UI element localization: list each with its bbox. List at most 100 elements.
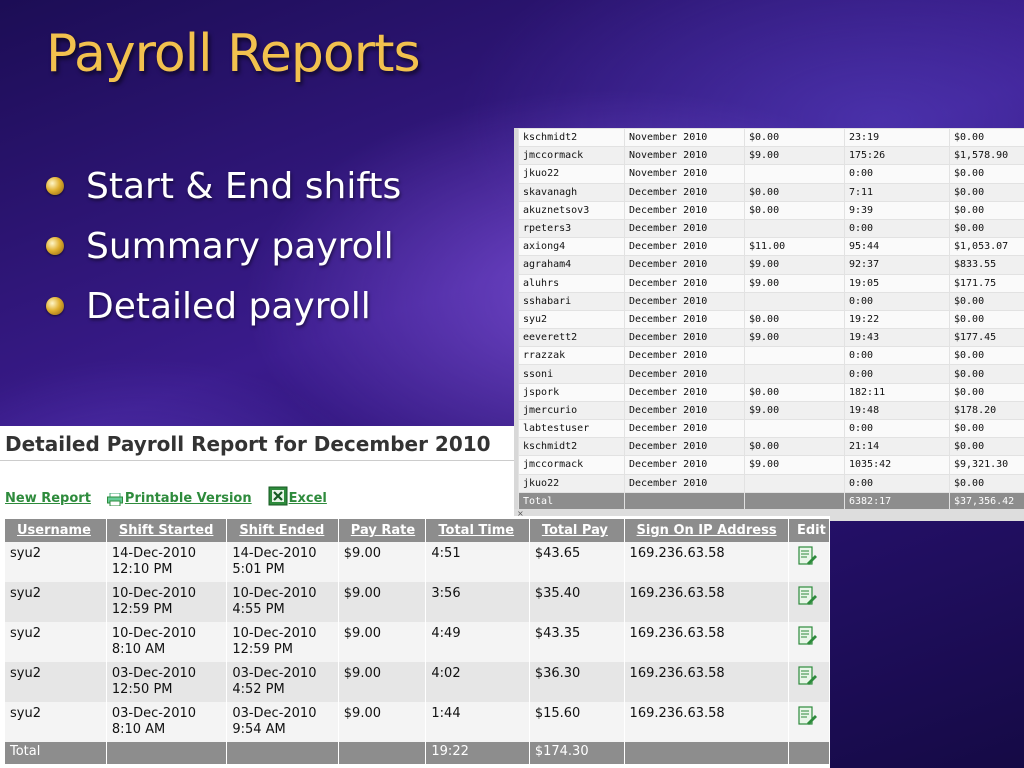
shift-ended-cell: 10-Dec-2010 4:55 PM	[226, 582, 339, 622]
edit-cell	[788, 582, 831, 622]
summary-cell: 23:19	[844, 128, 950, 148]
column-header-shift-started[interactable]: Shift Started	[106, 519, 228, 542]
summary-cell: $833.55	[949, 255, 1024, 275]
printer-icon[interactable]	[106, 493, 123, 506]
summary-cell: December 2010	[624, 346, 745, 366]
summary-cell: December 2010	[624, 273, 745, 293]
summary-cell: 0:00	[844, 346, 950, 366]
shift-end-time: 4:55 PM	[232, 602, 285, 617]
pay-rate-cell: $9.00	[338, 662, 427, 702]
total-time-cell: 4:51	[425, 542, 530, 582]
bullet-text: Detailed payroll	[86, 285, 371, 327]
printable-version-link[interactable]: Printable Version	[124, 491, 252, 506]
shift-start-time: 8:10 AM	[111, 642, 166, 657]
summary-cell: jmccormack	[518, 455, 625, 475]
edit-pencil-icon[interactable]	[798, 706, 818, 726]
column-header-edit: Edit	[788, 519, 831, 542]
summary-cell: jspork	[518, 382, 625, 402]
username-cell: syu2	[5, 662, 107, 702]
shift-ended-cell: 03-Dec-2010 4:52 PM	[226, 662, 339, 702]
summary-row: kschmidt2 December 2010 $0.00 21:14 $0.00	[518, 437, 1024, 457]
column-header-sign-on-ip[interactable]: Sign On IP Address	[624, 519, 789, 542]
shift-start-date: 10-Dec-2010	[111, 626, 197, 641]
summary-cell: December 2010	[624, 418, 745, 439]
excel-link[interactable]: Excel	[288, 491, 327, 506]
edit-pencil-icon[interactable]	[798, 666, 818, 686]
table-row: syu2 03-Dec-2010 8:10 AM 03-Dec-2010 9:54 AM…	[5, 702, 831, 742]
summary-cell: $0.00	[949, 200, 1024, 220]
summary-cell: 19:22	[844, 309, 950, 330]
summary-row: axiong4 December 2010 $11.00 95:44 $1,053.07	[518, 237, 1024, 257]
summary-cell: $0.00	[744, 437, 845, 457]
shift-ended-cell: 10-Dec-2010 12:59 PM	[226, 622, 339, 662]
summary-cell: 1035:42	[844, 455, 950, 475]
summary-cell: $0.00	[949, 291, 1024, 311]
shift-start-time: 12:10 PM	[111, 562, 173, 577]
summary-row: ssoni December 2010 0:00 $0.00	[518, 364, 1024, 384]
summary-cell: $9,321.30	[949, 455, 1024, 475]
summary-cell	[744, 364, 845, 384]
summary-cell: December 2010	[624, 200, 745, 220]
summary-row: rpeters3 December 2010 0:00 $0.00	[518, 218, 1024, 239]
summary-cell: $9.00	[744, 400, 845, 421]
summary-cell: $0.00	[949, 218, 1024, 239]
summary-cell: ssoni	[518, 364, 625, 384]
summary-row: eeverett2 December 2010 $9.00 19:43 $177.45	[518, 328, 1024, 348]
username-cell: syu2	[5, 702, 107, 742]
new-report-link[interactable]: New Report	[5, 491, 91, 506]
summary-cell: $1,578.90	[949, 146, 1024, 166]
summary-total-cell	[624, 491, 745, 511]
summary-cell: 21:14	[844, 437, 950, 457]
edit-pencil-icon[interactable]	[798, 546, 818, 566]
shift-end-time: 9:54 AM	[232, 722, 286, 737]
summary-cell: 9:39	[844, 200, 950, 220]
shift-ended-cell: 14-Dec-2010 5:01 PM	[226, 542, 339, 582]
bullet-item: Detailed payroll	[46, 276, 401, 336]
summary-row: jkuo22 December 2010 0:00 $0.00	[518, 473, 1024, 493]
summary-cell: $0.00	[744, 309, 845, 330]
username-cell: syu2	[5, 622, 107, 662]
bullet-item: Start & End shifts	[46, 156, 401, 216]
column-header-username[interactable]: Username	[5, 519, 107, 542]
excel-icon[interactable]	[268, 486, 288, 506]
summary-cell: sshabari	[518, 291, 625, 311]
total-time: 19:22	[425, 742, 530, 764]
column-header-total-pay[interactable]: Total Pay	[529, 519, 625, 542]
summary-row: jspork December 2010 $0.00 182:11 $0.00	[518, 382, 1024, 402]
table-row: syu2 14-Dec-2010 12:10 PM 14-Dec-2010 5:01 P…	[5, 542, 831, 582]
edit-pencil-icon[interactable]	[798, 626, 818, 646]
edit-pencil-icon[interactable]	[798, 586, 818, 606]
ip-address-cell: 169.236.63.58	[624, 662, 789, 702]
summary-row: kschmidt2 November 2010 $0.00 23:19 $0.00	[518, 128, 1024, 148]
gold-sphere-bullet-icon	[46, 177, 64, 195]
column-header-pay-rate[interactable]: Pay Rate	[338, 519, 427, 542]
shift-start-time: 12:59 PM	[111, 602, 173, 617]
summary-cell: $0.00	[744, 382, 845, 402]
summary-row: skavanagh December 2010 $0.00 7:11 $0.00	[518, 182, 1024, 202]
shift-end-date: 03-Dec-2010	[232, 706, 317, 721]
summary-cell: 19:48	[844, 400, 950, 421]
column-header-total-time[interactable]: Total Time	[425, 519, 530, 542]
summary-cell: $9.00	[744, 273, 845, 293]
summary-cell: December 2010	[624, 309, 745, 330]
pay-rate-cell: $9.00	[338, 702, 427, 742]
total-pay-cell: $15.60	[529, 702, 625, 742]
summary-cell: $177.45	[949, 328, 1024, 348]
summary-cell: 92:37	[844, 255, 950, 275]
shift-end-time: 5:01 PM	[232, 562, 285, 577]
column-header-shift-ended[interactable]: Shift Ended	[226, 519, 339, 542]
summary-cell: 0:00	[844, 364, 950, 384]
summary-cell: November 2010	[624, 128, 745, 148]
summary-cell: December 2010	[624, 382, 745, 402]
summary-cell: 182:11	[844, 382, 950, 402]
total-pay-cell: $43.65	[529, 542, 625, 582]
shift-end-date: 10-Dec-2010	[232, 586, 317, 601]
username-cell: syu2	[5, 582, 107, 622]
summary-cell: $0.00	[949, 164, 1024, 184]
summary-cell: syu2	[518, 309, 625, 330]
grid-total-row: Total 19:22 $174.30	[5, 742, 831, 764]
summary-cell: December 2010	[624, 291, 745, 311]
summary-payroll-table: kschmidt2 November 2010 $0.00 23:19 $0.00 jmc…	[514, 128, 1024, 521]
summary-cell	[744, 291, 845, 311]
shift-start-date: 10-Dec-2010	[111, 586, 197, 601]
